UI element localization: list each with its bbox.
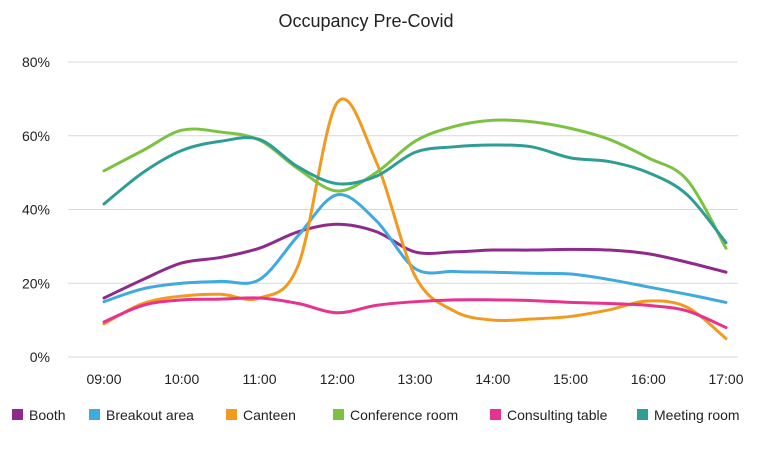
legend-label: Meeting room: [654, 407, 740, 423]
legend-item-consulting-table: Consulting table: [490, 407, 608, 423]
y-tick-label: 60%: [22, 128, 50, 144]
y-axis-tick-labels: 0% 20% 40% 60% 80%: [22, 54, 50, 365]
series-lines: [102, 97, 728, 341]
legend-item-canteen: Canteen: [226, 407, 296, 423]
x-tick-label: 09:00: [86, 371, 121, 387]
legend-item-meeting-room: Meeting room: [637, 407, 740, 423]
y-tick-label: 20%: [22, 275, 50, 291]
series-line-conference-room: [102, 118, 728, 250]
y-tick-label: 0%: [30, 349, 50, 365]
legend: Booth Breakout area Canteen Conference room…: [12, 407, 740, 423]
x-tick-label: 12:00: [320, 371, 355, 387]
y-tick-label: 40%: [22, 202, 50, 218]
x-tick-label: 15:00: [553, 371, 588, 387]
x-tick-label: 10:00: [164, 371, 199, 387]
y-tick-label: 80%: [22, 54, 50, 70]
series-line-breakout-area: [102, 193, 728, 304]
x-tick-label: 16:00: [631, 371, 666, 387]
series-line-consulting-table: [102, 296, 728, 329]
x-axis-tick-labels: 09:00 10:00 11:00 12:00 13:00 14:00 15:00 16:00…: [86, 371, 743, 387]
legend-swatch: [333, 409, 344, 420]
series-line-canteen: [102, 97, 728, 341]
legend-item-booth: Booth: [12, 407, 66, 423]
legend-swatch: [12, 409, 23, 420]
legend-swatch: [490, 409, 501, 420]
chart-title: Occupancy Pre-Covid: [278, 11, 453, 31]
legend-swatch: [637, 409, 648, 420]
legend-label: Canteen: [243, 407, 296, 423]
x-tick-label: 11:00: [243, 371, 277, 387]
legend-item-breakout-area: Breakout area: [89, 407, 194, 423]
gridlines: [68, 61, 738, 358]
legend-swatch: [89, 409, 100, 420]
x-tick-label: 17:00: [708, 371, 743, 387]
series-line-meeting-room: [102, 136, 728, 245]
legend-swatch: [226, 409, 237, 420]
legend-item-conference-room: Conference room: [333, 407, 458, 423]
series-line-booth: [102, 222, 728, 300]
legend-label: Breakout area: [106, 407, 194, 423]
x-tick-label: 14:00: [475, 371, 510, 387]
legend-label: Conference room: [350, 407, 458, 423]
legend-label: Booth: [29, 407, 66, 423]
legend-label: Consulting table: [507, 407, 608, 423]
x-tick-label: 13:00: [397, 371, 432, 387]
